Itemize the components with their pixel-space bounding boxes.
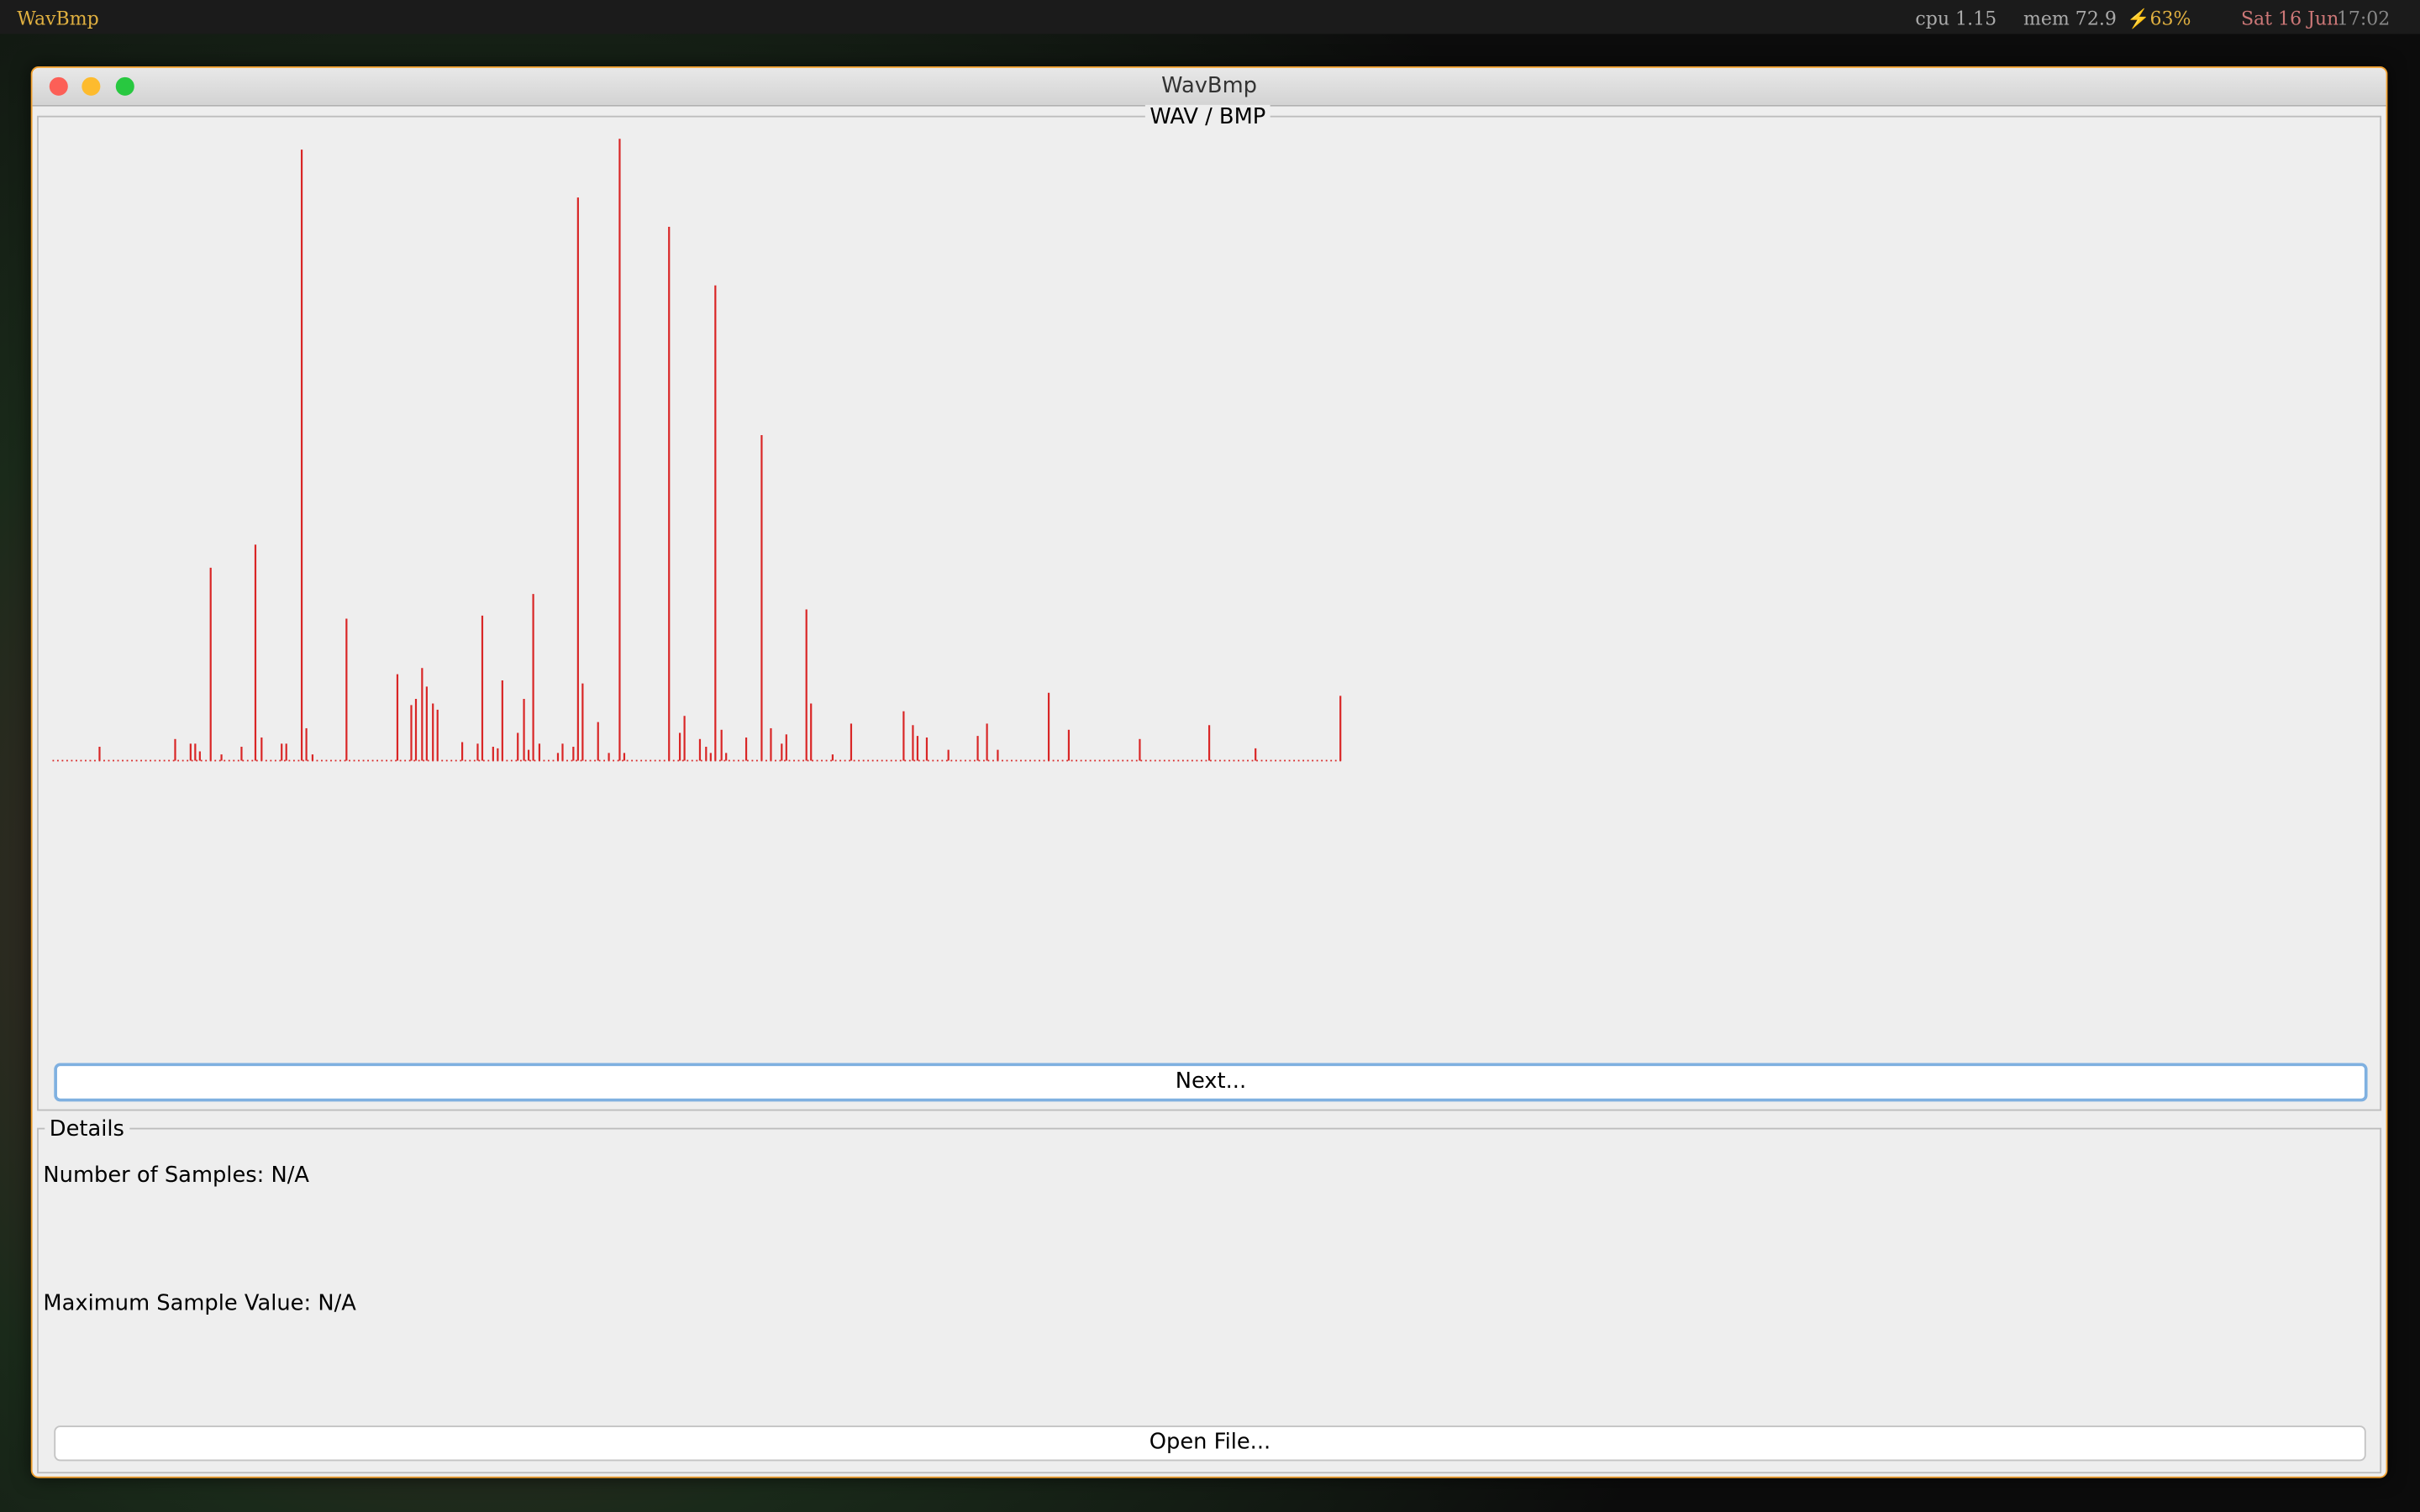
panel-title: WAV / BMP <box>1144 104 1270 130</box>
time: 17:02 <box>2336 8 2391 29</box>
zoom-button[interactable] <box>115 76 134 96</box>
details-panel <box>37 1127 2382 1474</box>
samples-label: Number of Samples: N/A <box>43 1163 310 1189</box>
app-name[interactable]: WavBmp <box>17 8 99 29</box>
mem-status: mem 72.9 <box>2023 8 2117 29</box>
close-button[interactable] <box>49 76 68 96</box>
window-title: WavBmp <box>1161 74 1257 99</box>
date: Sat 16 Jun <box>2240 8 2339 29</box>
waveform-chart <box>52 139 1343 762</box>
menu-bar: WavBmp cpu 1.15 mem 72.9 ⚡63% Sat 16 Jun… <box>0 0 2420 34</box>
battery-status: ⚡63% <box>2127 8 2191 29</box>
app-window: WavBmp WAV / BMP Next... Details Number … <box>30 66 2388 1478</box>
open-file-button[interactable]: Open File... <box>54 1425 2366 1462</box>
minimize-button[interactable] <box>82 76 101 96</box>
max-label: Maximum Sample Value: N/A <box>43 1291 356 1316</box>
title-bar: WavBmp <box>32 67 2386 107</box>
cpu-status: cpu 1.15 <box>1915 8 1997 29</box>
details-title: Details <box>45 1116 129 1142</box>
next-button[interactable]: Next... <box>54 1063 2368 1102</box>
